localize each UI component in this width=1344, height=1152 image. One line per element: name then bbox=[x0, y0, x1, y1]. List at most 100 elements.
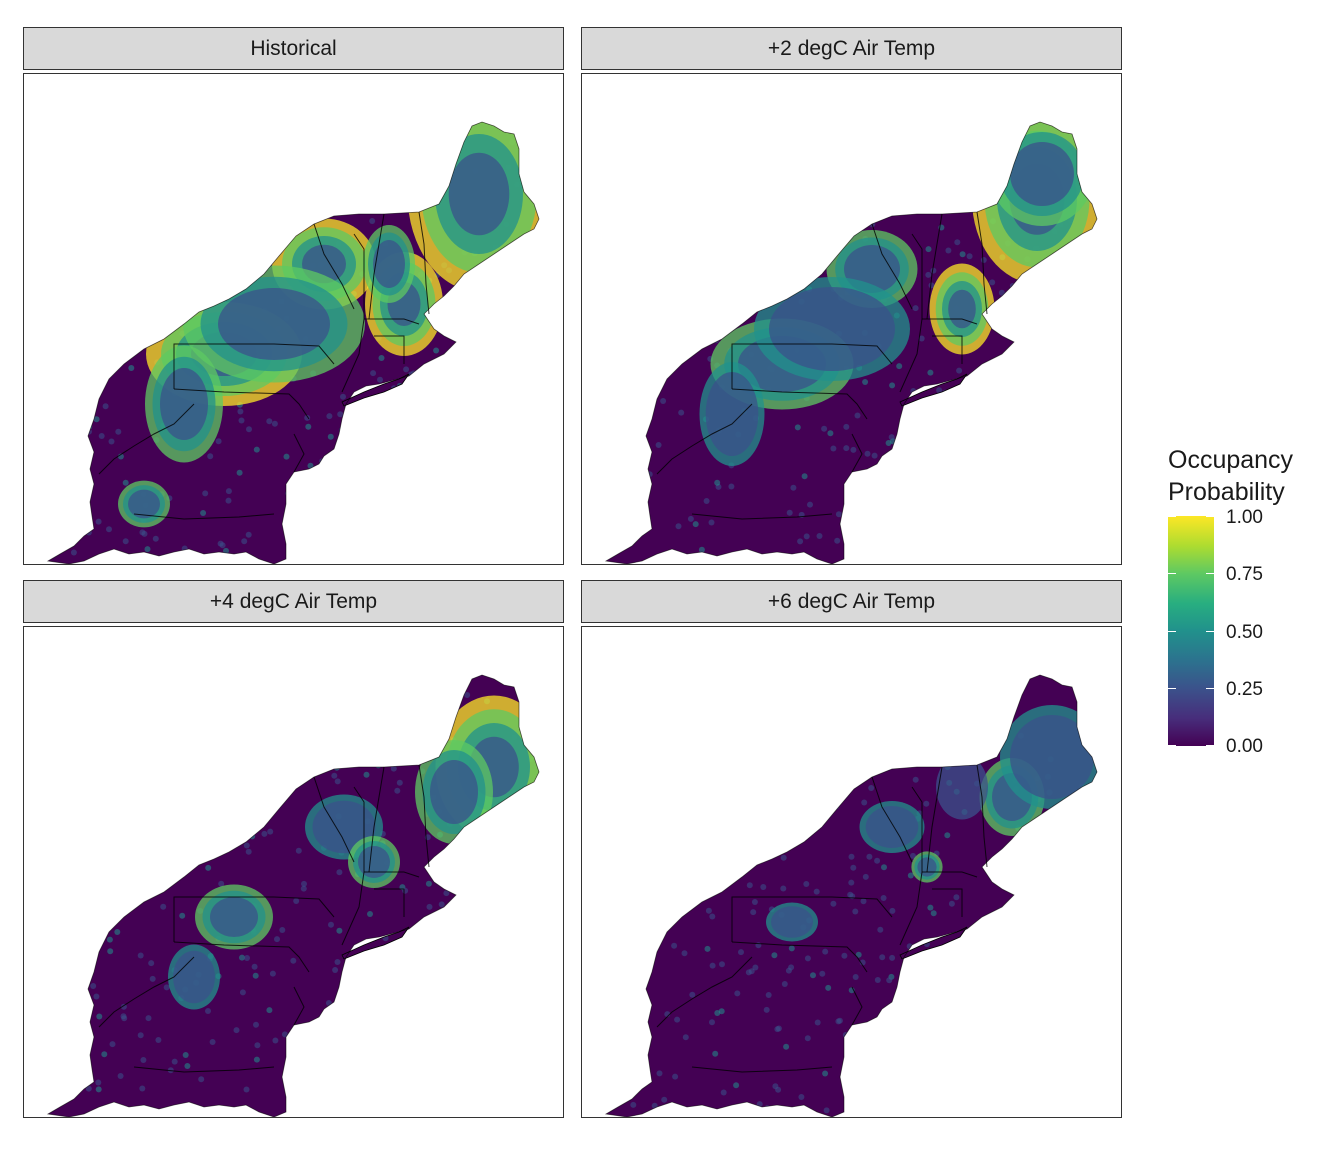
site-point bbox=[114, 267, 121, 274]
site-point bbox=[1043, 1093, 1050, 1100]
site-point bbox=[387, 631, 393, 637]
site-point bbox=[81, 93, 87, 99]
site-point bbox=[403, 366, 410, 373]
site-point bbox=[587, 634, 593, 640]
site-point bbox=[784, 740, 791, 747]
site-point bbox=[983, 688, 990, 694]
site-point bbox=[322, 715, 328, 722]
site-point bbox=[624, 489, 631, 496]
site-point bbox=[902, 668, 908, 674]
site-point bbox=[163, 984, 170, 991]
site-point bbox=[497, 420, 504, 427]
site-point bbox=[268, 208, 275, 215]
site-point bbox=[383, 74, 389, 78]
site-point bbox=[39, 842, 45, 848]
site-point bbox=[1063, 74, 1069, 80]
site-point bbox=[536, 379, 539, 386]
site-point bbox=[457, 1015, 464, 1022]
site-point bbox=[927, 904, 934, 911]
site-point bbox=[524, 858, 531, 864]
site-point bbox=[506, 1015, 512, 1022]
site-point bbox=[75, 191, 82, 198]
site-point bbox=[709, 962, 716, 969]
site-point bbox=[122, 538, 129, 545]
site-point bbox=[420, 129, 427, 136]
site-point bbox=[997, 907, 1004, 914]
site-point bbox=[300, 137, 307, 144]
site-point bbox=[341, 1057, 348, 1063]
site-point bbox=[947, 92, 953, 98]
site-point bbox=[367, 911, 373, 917]
site-point bbox=[421, 544, 428, 551]
site-point bbox=[745, 296, 752, 302]
site-point bbox=[122, 282, 129, 289]
site-point bbox=[995, 648, 1001, 654]
site-point bbox=[1025, 912, 1032, 919]
site-point bbox=[811, 74, 817, 79]
site-point bbox=[848, 879, 855, 886]
occupancy-map bbox=[34, 74, 555, 564]
site-point bbox=[90, 241, 97, 248]
site-point bbox=[810, 668, 816, 674]
site-point bbox=[1086, 717, 1093, 724]
site-point bbox=[453, 959, 460, 965]
state-border bbox=[98, 403, 195, 475]
site-point bbox=[695, 194, 702, 201]
site-point bbox=[247, 763, 254, 770]
site-point bbox=[961, 168, 968, 175]
site-point bbox=[34, 423, 40, 429]
site-point bbox=[634, 980, 640, 987]
site-point bbox=[76, 296, 83, 303]
site-point bbox=[92, 947, 99, 954]
state-border bbox=[374, 335, 405, 364]
site-point bbox=[468, 983, 475, 990]
site-point bbox=[72, 288, 79, 295]
site-point bbox=[409, 1051, 416, 1058]
occupancy-layer bbox=[34, 74, 555, 564]
site-point bbox=[549, 505, 555, 511]
site-point bbox=[912, 305, 919, 312]
site-point bbox=[515, 946, 522, 952]
site-point bbox=[118, 910, 125, 917]
site-point bbox=[89, 279, 96, 286]
site-point bbox=[932, 752, 939, 759]
site-point bbox=[107, 655, 113, 661]
site-point bbox=[448, 1061, 455, 1068]
site-point bbox=[606, 396, 611, 403]
legend-title-line1: Occupancy bbox=[1168, 446, 1294, 474]
site-point bbox=[69, 707, 76, 714]
state-border bbox=[173, 896, 335, 942]
site-point bbox=[833, 803, 840, 810]
site-point bbox=[693, 781, 700, 788]
site-point bbox=[202, 490, 209, 497]
site-point bbox=[164, 200, 171, 207]
facet-panel-plus6: +6 degC Air Temp bbox=[581, 580, 1122, 1118]
site-point bbox=[606, 228, 610, 235]
site-point bbox=[852, 908, 859, 915]
site-point bbox=[804, 955, 811, 962]
site-point bbox=[677, 839, 683, 846]
site-point bbox=[871, 452, 878, 459]
site-point bbox=[279, 655, 285, 661]
site-point bbox=[238, 417, 245, 424]
site-point bbox=[106, 859, 113, 866]
site-point bbox=[977, 697, 984, 704]
site-point bbox=[1086, 266, 1093, 273]
site-point bbox=[1074, 77, 1080, 83]
site-point bbox=[681, 950, 688, 957]
site-point bbox=[518, 318, 525, 325]
site-point bbox=[641, 804, 648, 811]
site-point bbox=[925, 246, 932, 253]
site-point bbox=[245, 531, 252, 538]
site-point bbox=[615, 1042, 622, 1049]
site-point bbox=[841, 97, 847, 103]
legend-colorbar: 1.00 0.75 0.50 0.25 0.00 bbox=[1168, 507, 1263, 757]
site-point bbox=[225, 488, 232, 495]
site-point bbox=[272, 1037, 279, 1044]
site-point bbox=[321, 1039, 328, 1046]
site-point bbox=[598, 507, 604, 513]
site-point bbox=[681, 99, 687, 105]
site-point bbox=[149, 975, 156, 982]
site-point bbox=[621, 472, 627, 479]
site-point bbox=[101, 732, 108, 739]
